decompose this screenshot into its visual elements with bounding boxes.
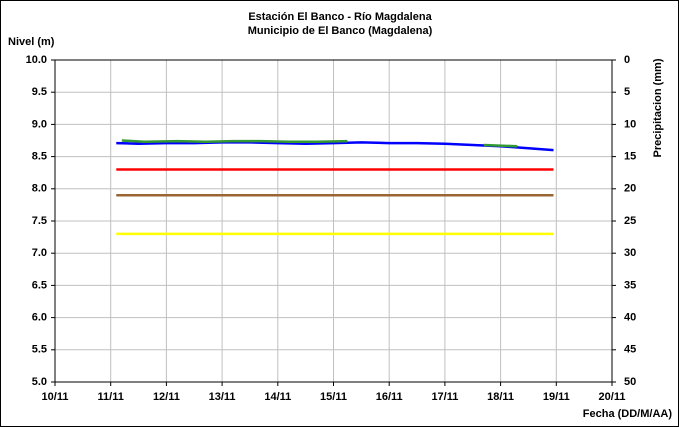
y2-tick-label: 25	[624, 215, 636, 227]
y2-axis-label: Precipitacion (mm)	[652, 58, 664, 157]
x-tick-label: 20/11	[599, 391, 626, 403]
y2-tick-label: 5	[624, 86, 630, 98]
y-tick-label: 8.0	[32, 183, 47, 195]
y2-tick-label: 10	[624, 118, 636, 130]
y-tick-label: 5.0	[32, 376, 47, 388]
line-series	[116, 141, 554, 152]
x-tick-label: 14/11	[264, 391, 291, 403]
y2-tick-label: 35	[624, 279, 636, 291]
x-axis-label: Fecha (DD/M/AA)	[583, 408, 673, 420]
x-tick-label: 13/11	[209, 391, 236, 403]
y-axis-label: Nivel (m)	[8, 36, 55, 48]
y-tick-label: 7.0	[32, 247, 47, 259]
y2-tick-label: 40	[624, 312, 636, 324]
y-tick-label: 5.5	[32, 344, 47, 356]
y2-tick-label: 50	[624, 376, 636, 388]
y-tick-label: 6.5	[32, 279, 47, 291]
y-tick-label: 6.0	[32, 312, 47, 324]
y-tick-label: 9.0	[32, 118, 47, 130]
line-series	[121, 139, 518, 148]
x-tick-label: 17/11	[431, 391, 458, 403]
x-tick-label: 19/11	[543, 391, 570, 403]
x-tick-label: 10/11	[42, 391, 69, 403]
y-tick-label: 7.5	[32, 215, 47, 227]
y-tick-label: 8.5	[32, 151, 47, 163]
y-tick-label: 10.0	[26, 54, 47, 66]
x-tick-label: 18/11	[487, 391, 514, 403]
y2-tick-label: 15	[624, 151, 636, 163]
x-tick-label: 11/11	[98, 391, 124, 403]
chart-subtitle: Municipio de El Banco (Magdalena)	[248, 25, 433, 37]
y-tick-label: 9.5	[32, 86, 47, 98]
x-tick-label: 12/11	[153, 391, 180, 403]
x-tick-label: 16/11	[376, 391, 403, 403]
y2-tick-label: 20	[624, 183, 636, 195]
plot-area	[54, 59, 613, 383]
y2-tick-label: 45	[624, 344, 636, 356]
chart-title: Estación El Banco - Río Magdalena	[248, 11, 432, 23]
y2-tick-label: 0	[624, 54, 630, 66]
x-tick-label: 15/11	[320, 391, 347, 403]
y2-tick-label: 30	[624, 247, 636, 259]
